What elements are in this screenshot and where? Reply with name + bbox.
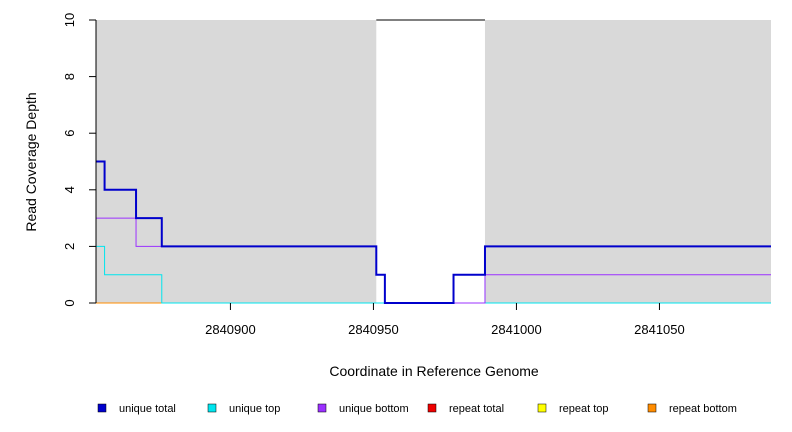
y-tick-label-8: 8 — [62, 73, 77, 80]
series-line-unique-total — [96, 160, 771, 304]
legend-label-repeat-total: repeat total — [449, 403, 504, 415]
legend-swatch-unique-top — [207, 403, 217, 413]
x-tick-label-2841050: 2841050 — [634, 322, 685, 337]
legend-label-unique-total: unique total — [119, 403, 176, 415]
legend-label-unique-bottom: unique bottom — [339, 403, 409, 415]
y-axis-label: Read Coverage Depth — [23, 92, 39, 231]
shaded-regions — [96, 19, 771, 303]
x-axis-label: Coordinate in Reference Genome — [329, 363, 539, 379]
series-lines — [96, 160, 771, 304]
legend-swatch-unique-bottom — [317, 403, 327, 413]
legend: unique total unique top unique bottom repea… — [97, 403, 737, 415]
y-tick-label-6: 6 — [62, 130, 77, 137]
legend-swatch-unique-total — [97, 403, 107, 413]
y-tick-label-0: 0 — [62, 299, 77, 306]
legend-swatch-repeat-bottom — [647, 403, 657, 413]
legend-swatch-repeat-top — [537, 403, 547, 413]
axes: 0 2 4 6 8 10 2840900 2840950 2841000 2841050 — [62, 13, 685, 337]
y-tick-label-2: 2 — [62, 243, 77, 250]
y-tick-label-4: 4 — [62, 186, 77, 193]
x-tick-label-2840950: 2840950 — [348, 322, 399, 337]
y-tick-label-10: 10 — [62, 13, 77, 27]
legend-label-repeat-bottom: repeat bottom — [669, 403, 737, 415]
legend-label-unique-top: unique top — [229, 403, 280, 415]
shaded-region-0 — [96, 20, 377, 303]
shaded-region-1 — [484, 20, 771, 303]
x-tick-label-2840900: 2840900 — [205, 322, 256, 337]
legend-label-repeat-top: repeat top — [559, 403, 609, 415]
x-tick-label-2841000: 2841000 — [491, 322, 542, 337]
legend-swatch-repeat-total — [427, 403, 437, 413]
